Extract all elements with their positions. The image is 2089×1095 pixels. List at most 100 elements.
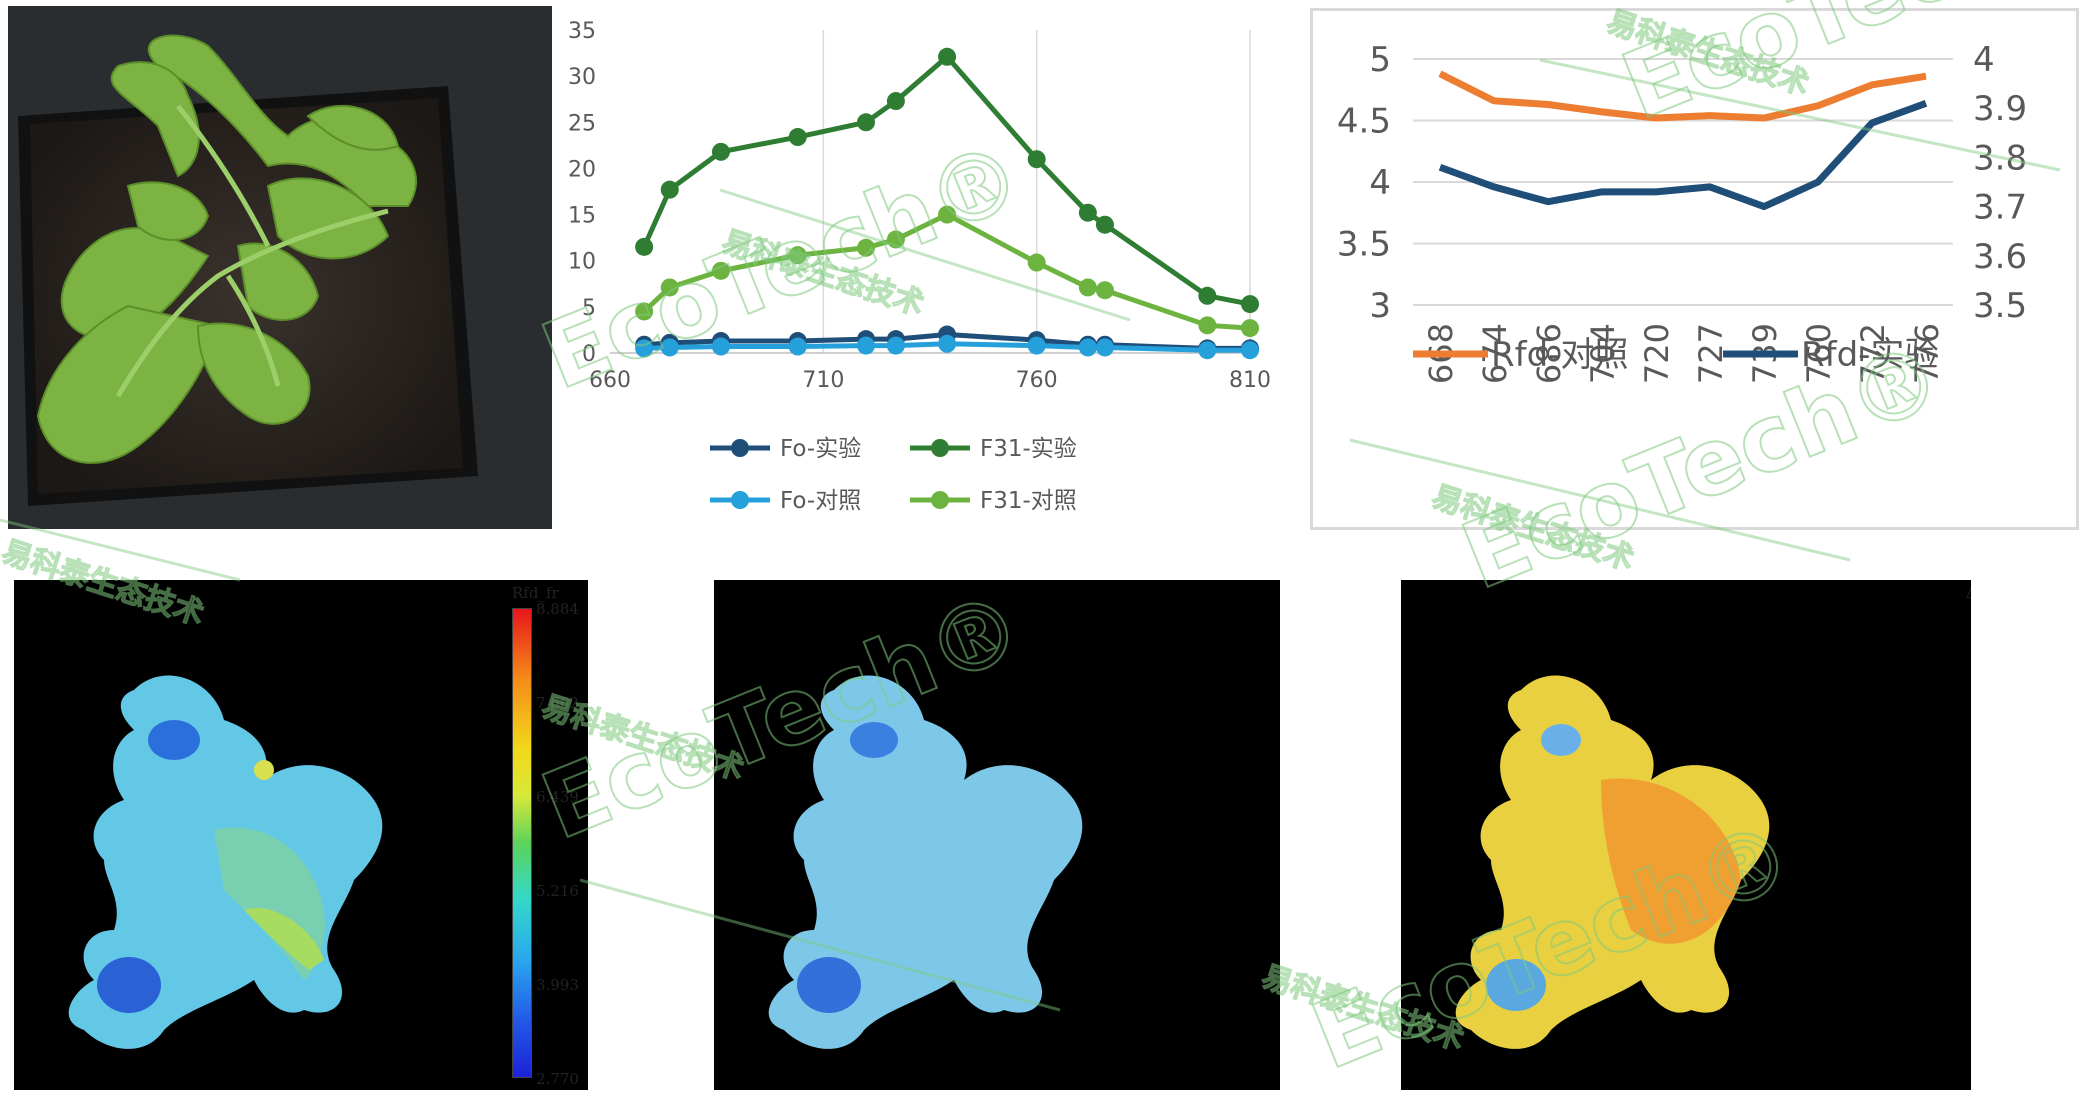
- chart1-data-point: [886, 230, 905, 249]
- rfd-colorbar: Rfd_fr 8.884 7.662 6.439 5.216 3.993 2.770: [504, 580, 588, 1090]
- npq-leaf-shape: [768, 675, 1083, 1049]
- colorbar-tick: 8.884: [536, 600, 579, 618]
- chart1-data-point: [1095, 215, 1114, 234]
- colorbar-tick: 2.770: [536, 1070, 579, 1088]
- chart1-data-point: [1027, 253, 1046, 272]
- chart2-xtick: 760: [1800, 323, 1838, 384]
- chart1-series-line: [641, 54, 1251, 307]
- chart1-data-point: [1198, 316, 1217, 335]
- chart1-legend-marker: [931, 491, 949, 509]
- chart1-data-point: [1095, 281, 1114, 300]
- chart2-legend-label: Rfd-对照: [1491, 335, 1628, 375]
- chart2-series-line: [1438, 70, 1927, 122]
- chart1-data-point: [857, 336, 875, 355]
- chart2-series-line: [1438, 99, 1928, 211]
- chart1-data-point: [1241, 319, 1259, 338]
- chart1-ytick: 35: [568, 19, 596, 44]
- chart2-ytick-right: 3.6: [1973, 237, 2027, 277]
- chart1-data-point: [857, 113, 875, 132]
- chart2-xtick: 720: [1638, 323, 1676, 384]
- fluorescence-line-chart: 660 710 760 810 0 5 10 15 20 25 30 35 Fo-实验 F31-实验 Fo-…: [560, 8, 1280, 518]
- colorbar-title: Δ F/Fm'_fr: [1966, 584, 1971, 602]
- chart1-data-point: [1027, 150, 1046, 169]
- chart1-data-point: [938, 334, 957, 353]
- chart2-ytick-left: 5: [1369, 40, 1391, 80]
- chart2-xtick: 704: [1584, 323, 1622, 384]
- chart1-data-point: [1198, 286, 1217, 305]
- chart1-legend-marker: [931, 439, 949, 457]
- chart2-ytick-right: 3.8: [1973, 138, 2027, 178]
- chart1-data-point: [1027, 336, 1046, 355]
- chart1-data-point: [635, 302, 654, 321]
- chart1-legend-marker: [731, 439, 749, 457]
- chart1-data-point: [857, 238, 875, 257]
- chart1-data-point: [1095, 338, 1114, 357]
- dffm-image-map: Δ F/Fm'_fr0.8990.8660.8330.8000.7680.735: [1401, 580, 1971, 1090]
- chart2-ytick-right: 3.5: [1973, 286, 2027, 326]
- chart1-data-point: [660, 338, 679, 357]
- colorbar-tick: 5.216: [536, 882, 579, 900]
- rfd-map-svg: [68, 675, 383, 1049]
- chart1-xtick: 710: [802, 368, 844, 393]
- colorbar-gradient: [512, 608, 532, 1078]
- chart2-ytick-right: 3.7: [1973, 188, 2027, 228]
- chart1-data-point: [711, 261, 730, 280]
- chart2-ytick-left: 4.5: [1337, 102, 1391, 142]
- chart1-legend-label: Fo-实验: [780, 436, 861, 462]
- chart2-ytick-right: 3.9: [1973, 89, 2027, 129]
- rfd-image-map: Rfd_fr 8.884 7.662 6.439 5.216 3.993 2.770: [14, 580, 588, 1090]
- chart1-xtick: 660: [589, 368, 631, 393]
- chart1-data-point: [788, 337, 807, 356]
- chart1-ytick: 20: [568, 157, 596, 182]
- chart1-series-line: [642, 212, 1251, 331]
- chart1-xtick: 810: [1229, 368, 1271, 393]
- chart1-data-point: [711, 337, 730, 356]
- chart1-data-point: [635, 237, 654, 256]
- chart1-data-point: [635, 339, 654, 358]
- chart1-data-point: [660, 278, 679, 297]
- fluorescence-chart-svg: 660 710 760 810 0 5 10 15 20 25 30 35 Fo-实验 F31-实验 Fo-…: [568, 19, 1271, 514]
- plant-illustration: [8, 6, 552, 529]
- colorbar-tick: 3.993: [536, 976, 579, 994]
- chart1-data-point: [1078, 338, 1097, 357]
- dffm-leaf-shape: [1455, 675, 1770, 1049]
- chart1-ytick: 25: [568, 111, 596, 136]
- chart1-data-point: [1078, 278, 1097, 297]
- dffm-map-svg: [1455, 675, 1770, 1049]
- chart1-data-point: [711, 142, 730, 161]
- chart1-data-point: [1078, 203, 1097, 222]
- chart1-ytick: 5: [582, 296, 596, 321]
- chart1-ytick: 15: [568, 204, 596, 229]
- chart1-xtick: 760: [1016, 368, 1058, 393]
- colorbar-tick: 6.439: [536, 788, 579, 806]
- npq-map-svg: [768, 675, 1083, 1049]
- rfd-leaf-shape: [68, 675, 383, 1049]
- chart2-ytick-left: 3.5: [1337, 225, 1391, 265]
- chart1-data-point: [660, 180, 679, 199]
- chart1-data-point: [886, 336, 905, 355]
- chart2-ytick-right: 4: [1973, 40, 1995, 80]
- chart2-ytick-left: 4: [1369, 163, 1391, 203]
- chart1-legend-label: Fo-对照: [780, 488, 861, 514]
- chart2-xtick: 776: [1908, 323, 1946, 384]
- watermark-stroke: [0, 518, 241, 582]
- plant-photo: [8, 6, 552, 529]
- chart1-data-point: [938, 205, 957, 224]
- chart1-ytick: 0: [582, 342, 596, 367]
- chart1-data-point: [938, 47, 957, 66]
- chart1-data-point: [1241, 295, 1259, 314]
- chart1-legend-marker: [731, 491, 749, 509]
- chart2-xtick: 772: [1854, 323, 1892, 384]
- chart1-legend-label: F31-对照: [980, 488, 1077, 514]
- npq-image-map: NPQ_fr2.5882.0101.4320.8540.276-0.302: [714, 580, 1280, 1090]
- chart2-ytick-left: 3: [1369, 286, 1391, 326]
- chart1-data-point: [1198, 341, 1217, 360]
- rfd-line-chart: 5 4.5 4 3.5 3 4 3.9 3.8 3.7 3.6 3.5 668 674 686 704 720…: [1310, 8, 2079, 530]
- chart1-data-point: [1241, 341, 1259, 360]
- colorbar-title: Rfd_fr: [512, 584, 559, 602]
- chart2-legend-label: Rfd-实验: [1801, 335, 1938, 375]
- chart1-data-point: [788, 246, 807, 265]
- chart1-data-point: [788, 128, 807, 147]
- chart2-xtick: 686: [1530, 323, 1568, 384]
- chart1-data-point: [886, 92, 905, 111]
